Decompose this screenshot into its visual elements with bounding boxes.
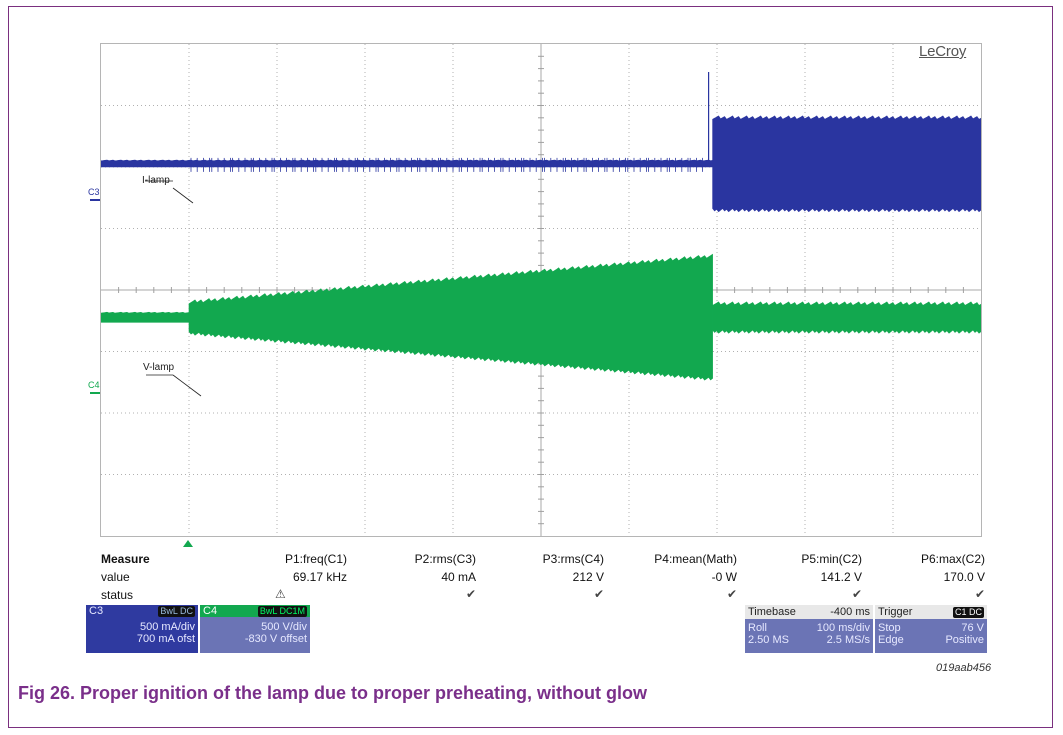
timebase-tdiv: 100 ms/div <box>816 622 870 634</box>
figure-id: 019aab456 <box>936 662 992 674</box>
waveform-envelope-c4 <box>712 301 981 334</box>
measure-param-value: 170.0 V <box>943 570 985 584</box>
c3-box-tag: BwL DC <box>158 606 195 617</box>
trigger-position-marker <box>183 540 193 547</box>
c4-box-name: C4 <box>203 605 218 617</box>
measure-param-value: 212 V <box>572 570 604 584</box>
c4-box-tag: BwL DC1M <box>257 606 307 617</box>
timebase-rate: 2.5 MS/s <box>826 634 870 646</box>
c4-box-offset: -830 V offset <box>244 633 307 645</box>
measure-row-value: value <box>101 570 130 584</box>
label-leader-i <box>172 187 194 204</box>
measure-param-value: 141.2 V <box>820 570 862 584</box>
label-leader-v <box>172 374 202 397</box>
channel-box-c3[interactable]: C3 BwL DC 500 mA/div 700 mA ofst <box>86 605 198 653</box>
waveform-plot <box>101 44 981 536</box>
check-icon: ✔ <box>852 587 863 601</box>
measure-param-value: 69.17 kHz <box>292 570 347 584</box>
waveform-envelope-c4 <box>188 253 713 381</box>
trigger-tag: C1 DC <box>952 607 984 618</box>
figure-frame <box>8 6 1053 728</box>
measure-param-name: P4:mean(Math) <box>654 552 737 566</box>
c4-box-vdiv: 500 V/div <box>261 621 307 633</box>
timebase-label: Timebase <box>748 606 796 618</box>
timebase-mode: Roll <box>748 622 767 634</box>
trigger-slope: Positive <box>945 634 984 646</box>
measure-param-name: P2:rms(C3) <box>414 552 476 566</box>
measure-param-name: P5:min(C2) <box>801 552 862 566</box>
trace-label-i-lamp: I-lamp <box>142 175 170 186</box>
channel-marker-c3: C3 <box>88 187 100 197</box>
waveform-envelope-c4 <box>101 311 190 323</box>
brand-logo: LeCroy <box>919 43 967 60</box>
figure-caption: Fig 26. Proper ignition of the lamp due … <box>18 683 647 703</box>
trigger-type: Edge <box>878 634 904 646</box>
waveform-envelope-c3 <box>712 115 981 213</box>
check-icon: ✔ <box>594 587 605 601</box>
measure-param-value: -0 W <box>711 570 737 584</box>
warning-icon: ⚠ <box>275 587 286 601</box>
channel-tick-c3 <box>90 199 100 201</box>
measure-param-name: P3:rms(C4) <box>542 552 604 566</box>
measure-param-name: P6:max(C2) <box>920 552 985 566</box>
trigger-mode: Stop <box>878 622 901 634</box>
timebase-box[interactable]: Timebase -400 ms Roll 100 ms/div 2.50 MS 2.… <box>745 605 873 653</box>
measure-title: Measure <box>101 552 150 566</box>
trigger-label: Trigger <box>878 606 913 618</box>
oscilloscope-screen <box>100 43 982 537</box>
c3-box-offset: 700 mA ofst <box>136 633 195 645</box>
measure-row-status: status <box>101 588 134 602</box>
channel-box-c4[interactable]: C4 BwL DC1M 500 V/div -830 V offset <box>200 605 310 653</box>
c3-box-vdiv: 500 mA/div <box>139 621 195 633</box>
measure-param-value: 40 mA <box>441 570 476 584</box>
trace-label-v-lamp: V-lamp <box>143 362 175 373</box>
measure-param-name: P1:freq(C1) <box>284 552 347 566</box>
check-icon: ✔ <box>727 587 738 601</box>
trigger-level: 76 V <box>961 622 984 634</box>
check-icon: ✔ <box>975 587 986 601</box>
trigger-box[interactable]: Trigger C1 DC Stop 76 V Edge Positive <box>875 605 987 653</box>
waveform-envelope-c3 <box>101 159 713 168</box>
channel-tick-c4 <box>90 392 100 394</box>
c3-box-name: C3 <box>89 605 104 617</box>
timebase-value: -400 ms <box>830 606 870 618</box>
timebase-samples: 2.50 MS <box>748 634 789 646</box>
channel-marker-c4: C4 <box>88 380 100 390</box>
check-icon: ✔ <box>466 587 477 601</box>
